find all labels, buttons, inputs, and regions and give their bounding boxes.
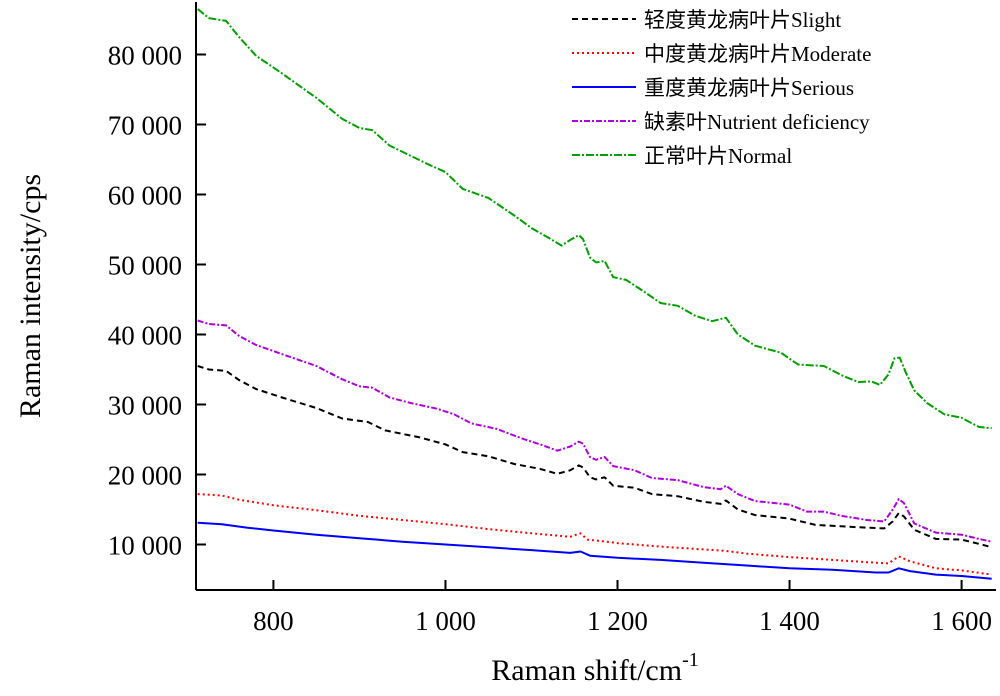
x-axis-title: Raman shift/cm-1: [491, 649, 698, 687]
series-line-0: [197, 365, 992, 549]
y-tick-label: 20 000: [108, 461, 182, 491]
legend-label-0: 轻度黄龙病叶片Slight: [644, 8, 841, 32]
x-tick-label: 1 600: [931, 606, 992, 636]
series-line-1: [197, 493, 992, 576]
y-tick-label: 30 000: [108, 391, 182, 421]
x-tick-label: 800: [253, 606, 294, 636]
x-tick-label: 1 400: [759, 606, 820, 636]
legend-label-2: 重度黄龙病叶片Serious: [644, 76, 854, 100]
y-axis: 10 000 20 000 30 000 40 000 50 000 60 000 70 0…: [108, 2, 206, 590]
series-line-2: [197, 521, 992, 580]
legend: 轻度黄龙病叶片Slight 中度黄龙病叶片Moderate 重度黄龙病叶片Serio…: [572, 8, 871, 168]
y-tick-label: 10 000: [108, 531, 182, 561]
plot-area: [197, 8, 992, 580]
y-tick-label: 50 000: [108, 251, 182, 281]
x-tick-label: 1 200: [587, 606, 648, 636]
y-tick-label: 40 000: [108, 321, 182, 351]
x-axis-title-superscript: -1: [682, 649, 699, 671]
y-axis-title: Raman intensity/cps: [14, 174, 47, 418]
y-tick-label: 70 000: [108, 111, 182, 141]
legend-label-4: 正常叶片Normal: [644, 144, 792, 168]
y-tick-label: 60 000: [108, 181, 182, 211]
series-line-3: [197, 319, 992, 543]
series-line-4: [197, 8, 992, 430]
legend-label-1: 中度黄龙病叶片Moderate: [644, 42, 871, 66]
legend-label-3: 缺素叶Nutrient deficiency: [644, 110, 870, 134]
y-tick-label: 80 000: [108, 41, 182, 71]
x-axis: 800 1 000 1 200 1 400 1 600: [196, 580, 996, 636]
x-tick-label: 1 000: [415, 606, 476, 636]
x-axis-title-text: Raman shift/cm: [491, 654, 682, 687]
